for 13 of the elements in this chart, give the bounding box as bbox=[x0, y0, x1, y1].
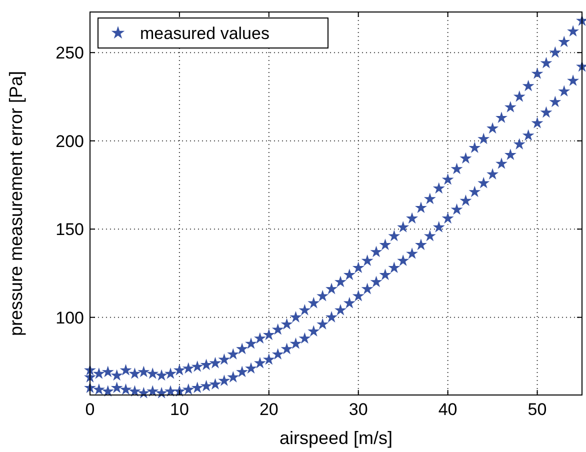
x-tick-label: 10 bbox=[170, 400, 189, 419]
x-axis-title: airspeed [m/s] bbox=[279, 428, 393, 448]
y-tick-label: 100 bbox=[56, 308, 84, 328]
x-tick-label: 50 bbox=[528, 400, 547, 419]
x-tick-label: 0 bbox=[85, 400, 95, 419]
y-tick-label: 150 bbox=[56, 220, 84, 240]
x-tick-label: 40 bbox=[438, 400, 458, 419]
legend-label: measured values bbox=[140, 24, 270, 43]
y-axis-title: pressure measurement error [Pa] bbox=[6, 70, 26, 336]
y-tick-label: 250 bbox=[56, 44, 84, 63]
x-tick-label: 20 bbox=[259, 400, 278, 419]
x-tick-label: 30 bbox=[348, 400, 368, 419]
y-tick-label: 200 bbox=[56, 132, 84, 151]
